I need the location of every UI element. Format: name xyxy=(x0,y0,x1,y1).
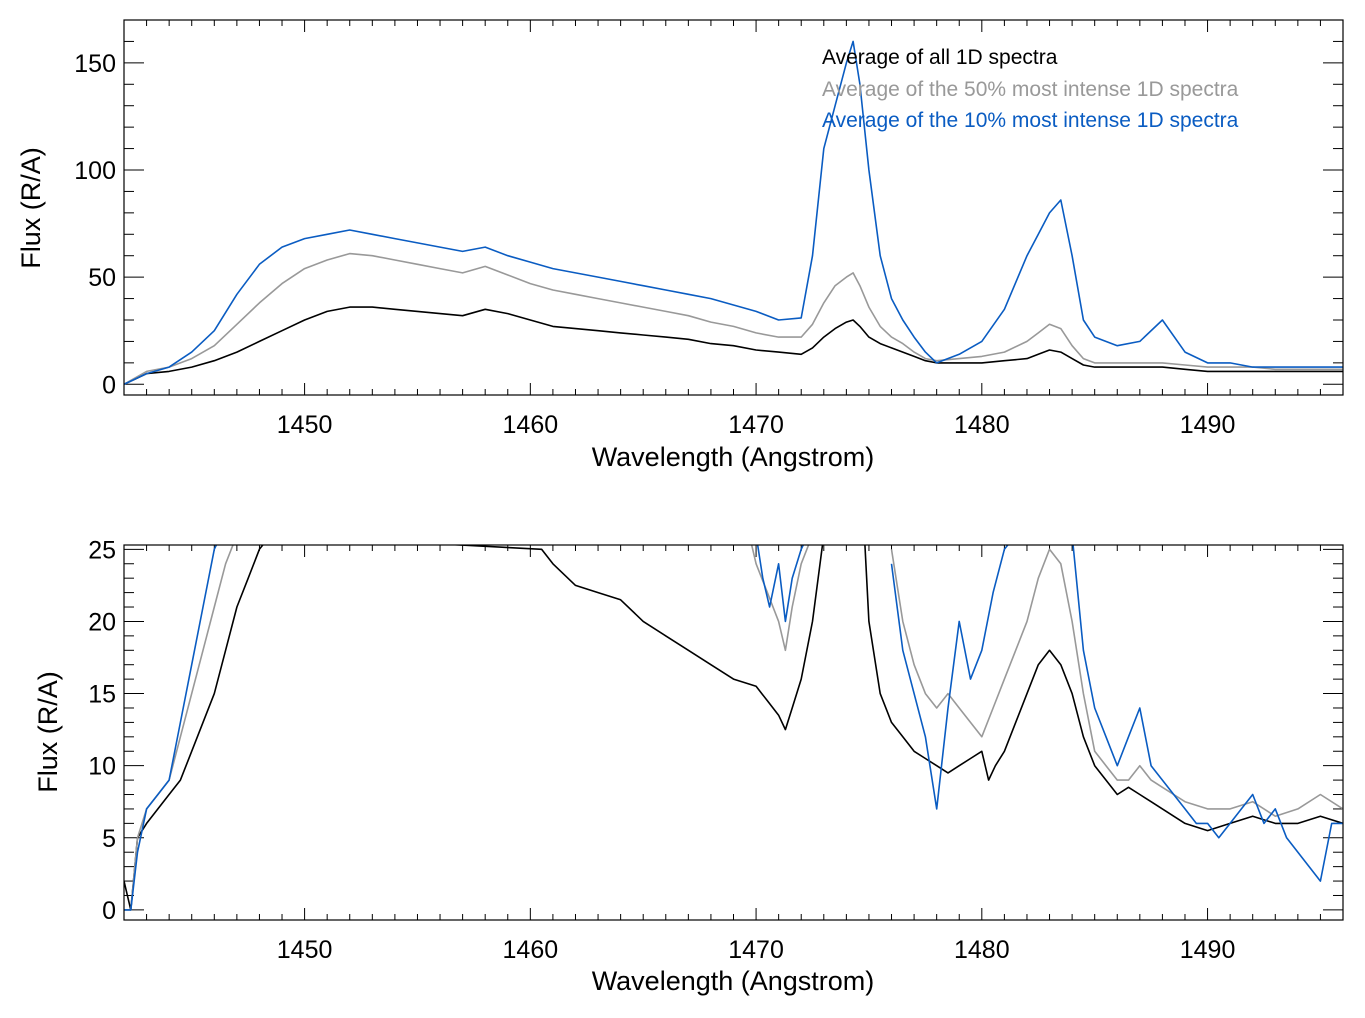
top-x-axis-label: Wavelength (Angstrom) xyxy=(592,442,875,472)
top-y-tick-label: 0 xyxy=(102,371,116,399)
top-panel: 1450 1460 1470 1480 1490 0 50 100 150 Wavelength… xyxy=(16,19,1344,472)
bottom-series-line-top10 xyxy=(124,545,218,911)
bottom-series-line-top10 xyxy=(756,545,805,623)
bottom-x-axis-label: Wavelength (Angstrom) xyxy=(592,966,875,996)
top-y-tick-label: 100 xyxy=(74,157,116,185)
top-x-tick-label: 1470 xyxy=(728,411,784,439)
bottom-series-line-all xyxy=(864,545,1343,832)
bottom-series-line-top50 xyxy=(124,545,810,911)
legend-item-top10: Average of the 10% most intense 1D spect… xyxy=(822,109,1239,132)
bottom-y-axis-label: Flux (R/A) xyxy=(33,671,63,793)
bottom-x-tick-label: 1490 xyxy=(1180,936,1236,964)
top-x-tick-label: 1490 xyxy=(1180,411,1236,439)
legend: Average of all 1D spectra Average of the… xyxy=(822,46,1239,132)
top-y-axis-label: Flux (R/A) xyxy=(16,147,46,269)
legend-item-all: Average of all 1D spectra xyxy=(822,46,1058,69)
top-plot-frame xyxy=(123,19,1344,396)
top-x-tick-label: 1460 xyxy=(503,411,559,439)
bottom-series-line-top50 xyxy=(890,548,1343,817)
bottom-x-tick-label: 1480 xyxy=(954,936,1010,964)
bottom-x-tick-label: 1470 xyxy=(728,936,784,964)
bottom-panel: 1450 1460 1470 1480 1490 0 5 10 15 20 25 Wavelengt… xyxy=(33,536,1344,996)
bottom-y-tick-label: 20 xyxy=(88,608,116,636)
top-x-tick-label: 1450 xyxy=(277,411,333,439)
bottom-y-tick-label: 25 xyxy=(88,536,116,564)
bottom-series-line-all xyxy=(124,545,824,911)
bottom-axis-ticks: 1450 1460 1470 1480 1490 0 5 10 15 20 25 xyxy=(88,536,1344,964)
top-series-line-all xyxy=(124,306,1343,386)
top-x-tick-label: 1480 xyxy=(954,411,1010,439)
top-series-line-top50 xyxy=(124,252,1343,385)
top-y-tick-label: 150 xyxy=(74,50,116,78)
bottom-y-tick-label: 15 xyxy=(88,681,116,709)
top-series-group xyxy=(124,40,1343,386)
bottom-y-tick-label: 5 xyxy=(102,825,116,853)
bottom-y-tick-label: 10 xyxy=(88,753,116,781)
bottom-x-tick-label: 1460 xyxy=(503,936,559,964)
bottom-series-line-top10 xyxy=(890,545,1343,882)
bottom-series-group xyxy=(124,545,1343,911)
legend-item-top50: Average of the 50% most intense 1D spect… xyxy=(822,78,1239,101)
top-series-line-top10 xyxy=(124,40,1343,386)
bottom-x-tick-label: 1450 xyxy=(277,936,333,964)
bottom-plot-frame xyxy=(123,544,1344,921)
top-y-tick-label: 50 xyxy=(88,264,116,292)
bottom-y-tick-label: 0 xyxy=(102,897,116,925)
top-axis-ticks: 1450 1460 1470 1480 1490 0 50 100 150 xyxy=(74,19,1344,439)
